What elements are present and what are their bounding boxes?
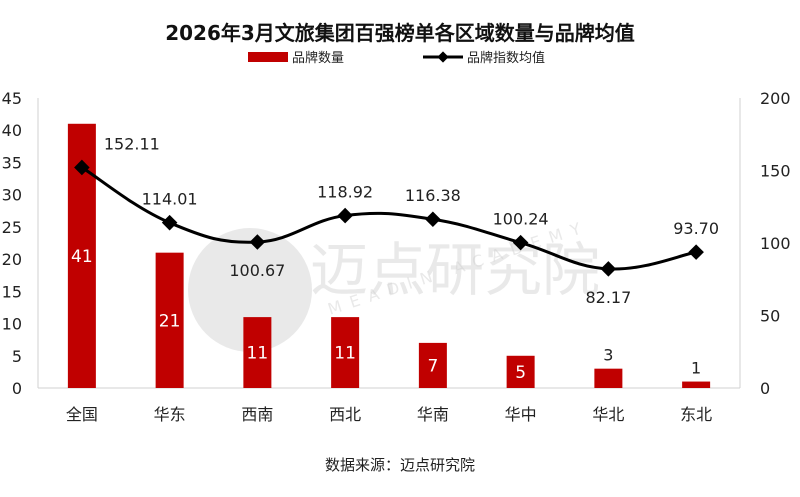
line-data-label: 118.92 <box>317 183 373 202</box>
line-point-marker <box>74 159 90 176</box>
line-point-marker <box>512 234 529 251</box>
category-label: 华东 <box>154 405 186 424</box>
y-left-tick-label: 0 <box>12 379 22 398</box>
line-data-label: 93.70 <box>673 219 719 238</box>
legend-line-marker <box>437 51 449 63</box>
y-right-tick-label: 100 <box>760 234 791 253</box>
category-label: 全国 <box>66 405 98 424</box>
bar <box>155 252 184 388</box>
y-left-tick-label: 10 <box>2 315 22 334</box>
y-left-tick-label: 45 <box>2 89 22 108</box>
chart-title: 2026年3月文旅集团百强榜单各区域数量与品牌均值 <box>165 21 635 45</box>
y-left-tick-label: 20 <box>2 250 22 269</box>
bar <box>243 317 272 388</box>
line-data-label: 100.24 <box>493 210 549 229</box>
y-left-tick-label: 35 <box>2 153 22 172</box>
bar-data-label: 3 <box>603 346 613 365</box>
legend-bar-swatch <box>248 52 288 62</box>
bar <box>594 368 623 388</box>
line-point-marker <box>600 261 617 277</box>
bar <box>506 355 535 388</box>
source-note: 数据来源：迈点研究院 <box>325 456 475 474</box>
bar-data-label: 7 <box>427 356 438 376</box>
legend-line-label: 品牌指数均值 <box>467 50 545 66</box>
bar-data-label: 5 <box>515 363 526 383</box>
category-label: 西北 <box>329 405 361 424</box>
y-left-tick-label: 30 <box>2 186 22 205</box>
y-left-tick-label: 15 <box>2 282 22 301</box>
y-right-tick-label: 200 <box>760 89 791 108</box>
y-left-tick-label: 40 <box>2 121 22 140</box>
watermark-logo-icon <box>188 228 312 352</box>
y-left-ticks: 0 5 10 15 20 25 30 35 40 45 <box>2 89 22 398</box>
line-point-marker <box>688 244 704 260</box>
line-data-label: 82.17 <box>585 288 631 307</box>
category-label: 华南 <box>417 405 449 424</box>
bar <box>331 317 360 388</box>
legend-bar-label: 品牌数量 <box>292 50 344 66</box>
y-left-tick-label: 5 <box>12 347 22 366</box>
bar-data-label: 21 <box>159 311 181 331</box>
line-data-label: 100.67 <box>229 261 285 280</box>
bar-data-label: 41 <box>71 247 93 267</box>
watermark-cn: 迈点研究院 <box>310 236 600 304</box>
category-label: 华北 <box>592 405 624 424</box>
category-label: 东北 <box>680 405 712 424</box>
line-point-marker <box>425 211 441 228</box>
category-label: 华中 <box>505 405 537 424</box>
line-point-marker <box>249 234 266 250</box>
legend: 品牌数量 品牌指数均值 <box>248 50 545 66</box>
line-data-label: 116.38 <box>405 186 461 205</box>
category-label: 西南 <box>241 405 273 424</box>
category-labels: 全国 华东 西南 西北 华南 华中 华北 东北 <box>66 405 712 424</box>
line-data-label: 114.01 <box>142 190 198 209</box>
y-right-tick-label: 0 <box>760 379 770 398</box>
line-data-label: 152.11 <box>104 134 160 153</box>
bar-data-label: 11 <box>334 344 356 364</box>
watermark: 迈点研究院 MEADIN ACADEMY <box>188 216 600 352</box>
line-series: 152.11 114.01 100.67 118.92 116.38 100.24 82.1… <box>74 134 719 307</box>
line-point-marker <box>337 207 353 224</box>
bar-data-label: 1 <box>691 359 701 378</box>
y-left-tick-label: 25 <box>2 218 22 237</box>
y-right-ticks: 0 50 100 150 200 <box>760 89 791 398</box>
bar <box>418 342 447 388</box>
line-point-marker <box>161 214 178 231</box>
y-right-tick-label: 50 <box>760 307 780 326</box>
y-right-tick-label: 150 <box>760 162 791 181</box>
bar <box>682 381 711 388</box>
bar-data-label: 11 <box>247 344 269 364</box>
